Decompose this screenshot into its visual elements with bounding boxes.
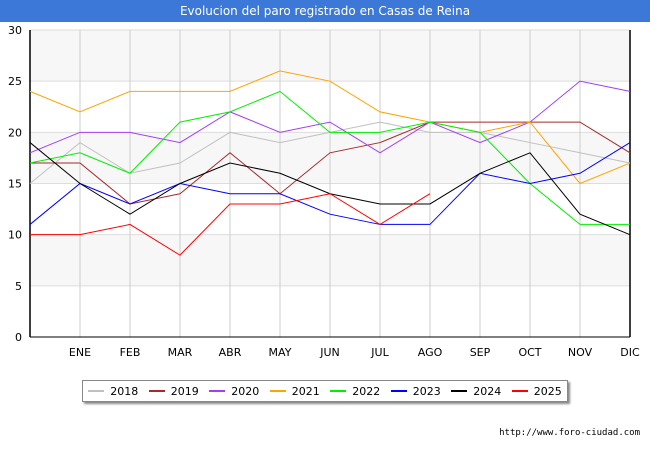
legend-item-2024: 2024 bbox=[451, 385, 501, 398]
legend-item-2022: 2022 bbox=[330, 385, 380, 398]
y-tick-label: 5 bbox=[15, 280, 22, 293]
x-tick-label: AGO bbox=[418, 346, 443, 359]
chart-title: Evolucion del paro registrado en Casas d… bbox=[0, 0, 650, 22]
legend-swatch bbox=[148, 390, 165, 392]
x-tick-label: OCT bbox=[518, 346, 541, 359]
legend-label: 2021 bbox=[291, 384, 320, 398]
legend-label: 2025 bbox=[533, 384, 562, 398]
x-tick-label: ENE bbox=[69, 346, 91, 359]
legend-swatch bbox=[269, 390, 286, 392]
legend-item-2023: 2023 bbox=[390, 384, 441, 398]
x-tick-label: NOV bbox=[568, 346, 593, 359]
x-tick-label: DIC bbox=[620, 346, 640, 359]
legend-label: 2023 bbox=[412, 384, 441, 398]
source-url: http://www.foro-ciudad.com bbox=[499, 428, 640, 438]
series-line-2021 bbox=[29, 70, 631, 185]
legend-swatch bbox=[88, 390, 105, 392]
legend-swatch bbox=[209, 390, 226, 392]
x-tick-label: FEB bbox=[120, 346, 141, 359]
x-tick-label: MAY bbox=[269, 346, 292, 359]
legend-swatch bbox=[390, 390, 407, 392]
x-tick-label: JUN bbox=[319, 346, 340, 359]
x-tick-label: JUL bbox=[370, 346, 389, 359]
legend-item-2018: 2018 bbox=[88, 385, 138, 398]
series-line-2025 bbox=[30, 193, 431, 256]
legend-item-2025: 2025 bbox=[511, 384, 562, 398]
legend-label: 2019 bbox=[170, 384, 199, 398]
chart-legend: 2018 2019 2020 2021 2022 2023 2024 2025 bbox=[82, 380, 568, 402]
x-tick-label: SEP bbox=[470, 346, 491, 359]
legend-swatch bbox=[330, 390, 347, 392]
y-tick-label: 10 bbox=[8, 229, 22, 242]
legend-label: 2022 bbox=[352, 384, 381, 398]
legend-label: 2024 bbox=[473, 384, 502, 398]
legend-item-2019: 2019 bbox=[148, 384, 199, 398]
legend-label: 2020 bbox=[231, 384, 260, 398]
legend-item-2020: 2020 bbox=[209, 385, 259, 398]
legend-item-2021: 2021 bbox=[269, 384, 320, 398]
legend-swatch bbox=[511, 390, 528, 392]
legend-swatch bbox=[451, 390, 468, 392]
y-tick-label: 0 bbox=[15, 331, 22, 344]
y-tick-label: 20 bbox=[8, 126, 22, 139]
x-tick-label: ABR bbox=[219, 346, 242, 359]
x-tick-label: MAR bbox=[168, 346, 193, 359]
y-tick-label: 25 bbox=[8, 75, 22, 88]
y-tick-label: 15 bbox=[8, 178, 22, 191]
series-line-2023 bbox=[29, 142, 631, 225]
legend-label: 2018 bbox=[110, 384, 139, 398]
y-tick-label: 30 bbox=[8, 24, 22, 37]
